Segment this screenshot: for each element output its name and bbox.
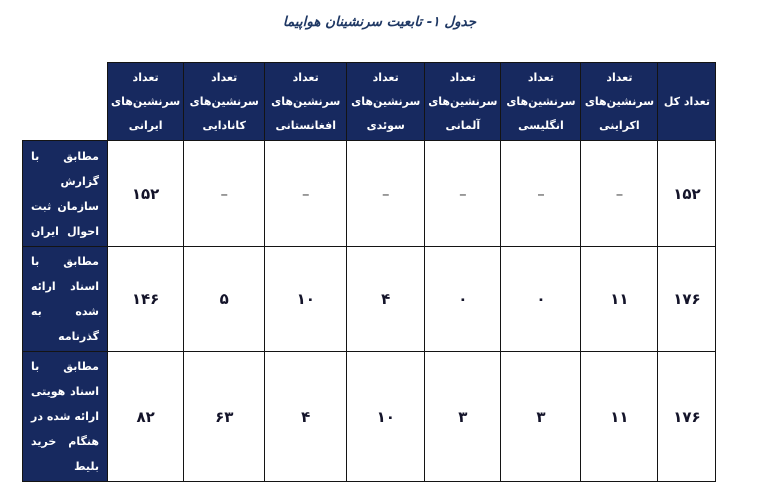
cell-value: ۱۷۶ [657,351,717,482]
cell-value: – [424,140,502,247]
cell-value: ۱۰ [264,246,348,352]
col-header-afghan: تعداد سرنشین‌های افغانستانی [264,62,348,141]
cell-value: – [264,140,348,247]
cell-value: ۱۱ [580,246,659,352]
col-header-british: تعداد سرنشین‌های انگلیسی [500,62,582,141]
cell-value: – [183,140,266,247]
table-row: مطابق با گزارش سازمان ثبت احوال ایران ۱۵… [22,140,717,247]
cell-value: ۱۷۶ [657,246,717,352]
cell-value: ۶۳ [183,351,266,482]
cell-value: ۰ [500,246,582,352]
cell-value: ۱۱ [580,351,659,482]
cell-value: ۸۲ [106,351,185,482]
cell-value: ۱۰ [346,351,426,482]
col-header-canadian: تعداد سرنشین‌های کانادایی [183,62,266,141]
col-header-total: تعداد کل [657,62,717,141]
row-label-ticket-identity-docs: مطابق با اسناد هویتی ارائه شده در هنگام … [22,351,108,482]
cell-value: ۰ [424,246,502,352]
cell-value: ۱۴۶ [106,246,185,352]
cell-value: ۴ [346,246,426,352]
col-header-swedish: تعداد سرنشین‌های سوئدی [346,62,426,141]
cell-value: ۴ [264,351,348,482]
col-header-iranian: تعداد سرنشین‌های ایرانی [106,62,185,141]
corner-cell [22,62,108,141]
header-row: تعداد سرنشین‌های ایرانی تعداد سرنشین‌های… [22,62,717,141]
cell-value: – [346,140,426,247]
cell-value: ۳ [424,351,502,482]
row-label-passport-docs: مطابق با اسناد ارائه شده به گذرنامه [22,246,108,352]
nationality-table: تعداد سرنشین‌های ایرانی تعداد سرنشین‌های… [22,62,717,482]
table-row: مطابق با اسناد ارائه شده به گذرنامه ۱۴۶ … [22,246,717,352]
col-header-german: تعداد سرنشین‌های آلمانی [424,62,502,141]
cell-value: ۳ [500,351,582,482]
cell-value: – [580,140,659,247]
row-label-civil-registry: مطابق با گزارش سازمان ثبت احوال ایران [22,140,108,247]
cell-value: ۵ [183,246,266,352]
report-page: { "title": "جدول ۱- تابعیت سرنشینان هواپ… [22,14,717,482]
cell-value: – [500,140,582,247]
table-row: مطابق با اسناد هویتی ارائه شده در هنگام … [22,351,717,482]
cell-value: ۱۵۲ [106,140,185,247]
col-header-ukrainian: تعداد سرنشین‌های اکراینی [580,62,659,141]
table-title: جدول ۱- تابعیت سرنشینان هواپیما [282,14,477,30]
cell-value: ۱۵۲ [657,140,717,247]
